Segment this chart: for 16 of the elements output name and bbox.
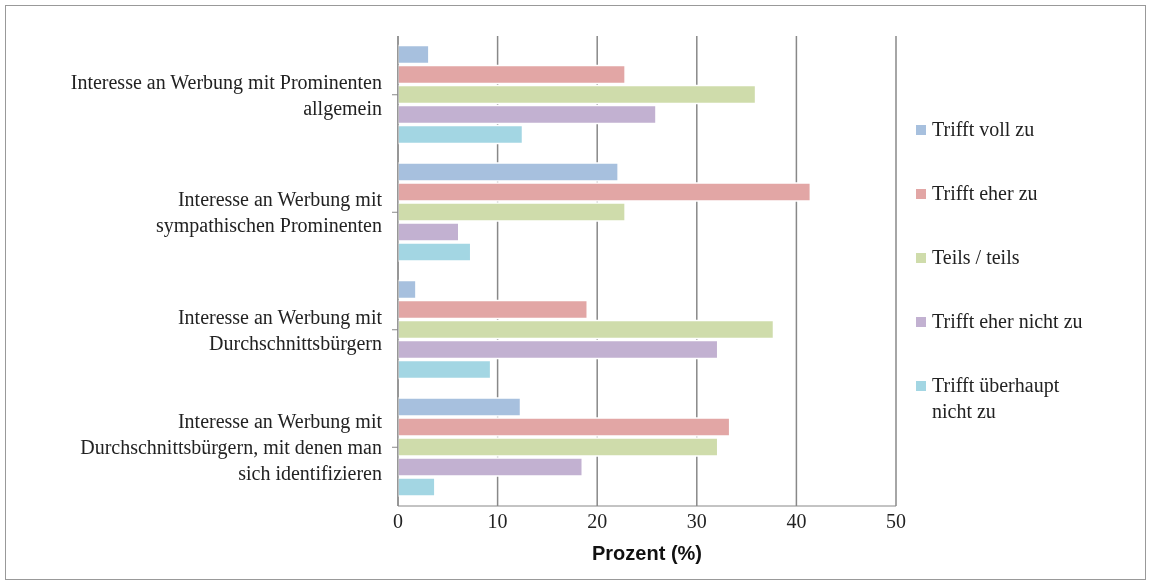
x-tick-label: 40	[786, 510, 807, 533]
legend-label: Trifft eher nicht zu	[932, 309, 1084, 334]
x-tick-label: 30	[686, 510, 707, 533]
legend-label: Teils / teils	[932, 245, 1021, 270]
y-tick-label: Interesse an Werbung mit Prominenten allgemein	[70, 70, 382, 120]
legend-label: Trifft eher zu	[932, 181, 1039, 206]
x-tick-label: 10	[487, 510, 508, 533]
y-tick-label: Interesse an Werbung mit Durchschnittsbürgern	[177, 305, 383, 355]
x-tick-label: 50	[886, 510, 906, 533]
y-tick-label: Interesse an Werbung mit Durchschnittsbürgern, mit denen man sich identifizieren	[80, 410, 383, 485]
x-axis-title: Prozent (%)	[591, 542, 703, 565]
legend-label: Trifft überhaupt nicht zu	[932, 373, 1061, 424]
x-tick-label: 0	[393, 510, 403, 533]
legend-label: Trifft voll zu	[932, 117, 1036, 142]
x-tick-label: 20	[587, 510, 608, 533]
y-tick-label: Interesse an Werbung mit sympathischen Prominenten	[155, 188, 383, 238]
